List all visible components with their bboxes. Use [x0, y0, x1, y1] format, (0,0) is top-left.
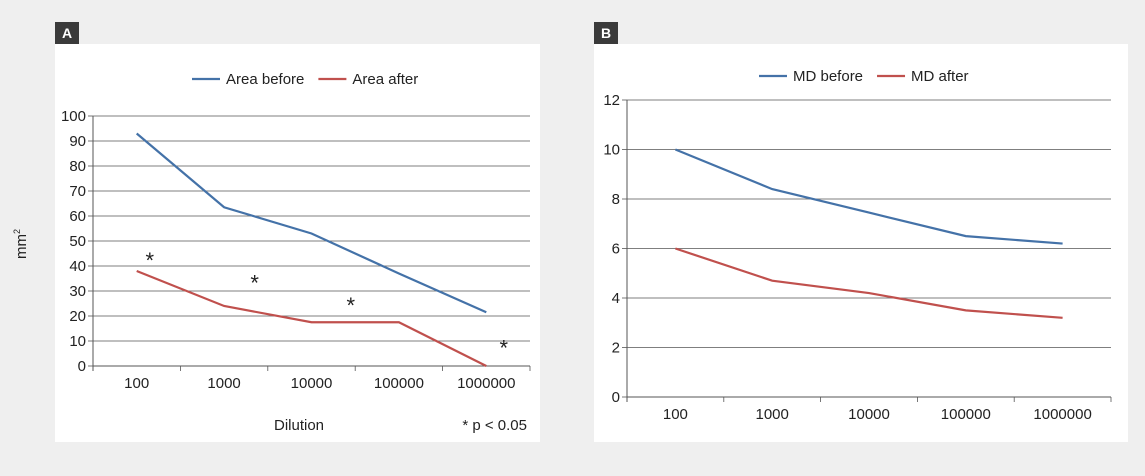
chart-b-y-tick-label: 2 [612, 340, 620, 357]
chart-b-series-line-1 [675, 247, 1063, 319]
chart-b-y-tick-label: 4 [612, 290, 620, 307]
chart-a-series-line-0 [135, 132, 487, 314]
chart-b-x-tick-label: 1000000 [1033, 406, 1091, 423]
chart-a-x-tick-label: 1000000 [457, 375, 515, 392]
chart-b: 0 2 4 6 8 10 12 100 1000 10000 100000 1000000 MD bef… [594, 44, 1128, 442]
chart-b-series-line-0 [674, 148, 1063, 245]
chart-a-series-line-1 [136, 269, 487, 367]
chart-a-significance-marker: * [250, 271, 259, 296]
chart-a-x-axis-label: Dilution [274, 417, 324, 434]
chart-a-x-tick-label: 100000 [374, 375, 424, 392]
chart-a-legend-label-0: Area before [226, 71, 304, 88]
chart-a-y-tick-label: 90 [69, 133, 86, 150]
chart-b-y-tick-label: 10 [603, 142, 620, 159]
chart-b-x-tick-label: 1000 [756, 406, 789, 423]
chart-a-x-tick-label: 10000 [291, 375, 333, 392]
chart-a-y-tick-label: 0 [78, 358, 86, 375]
chart-a-y-tick-label: 60 [69, 208, 86, 225]
chart-b-y-tick-label: 6 [612, 241, 620, 258]
panel-label-a: A [55, 22, 79, 44]
chart-a-legend-label-1: Area after [352, 71, 418, 88]
chart-a: 0 10 20 30 40 50 60 70 80 90 100 100 1000 10000 100000… [55, 44, 540, 442]
y-axis-label-superscript: 2 [12, 229, 22, 235]
chart-a-y-tick-label: 50 [69, 233, 86, 250]
chart-b-x-tick-label: 10000 [848, 406, 890, 423]
chart-b-x-tick-label: 100 [663, 406, 688, 423]
chart-a-y-tick-label: 10 [69, 333, 86, 350]
chart-b-legend-label-1: MD after [911, 68, 969, 85]
chart-b-y-tick-label: 8 [612, 191, 620, 208]
chart-a-y-tick-label: 100 [61, 108, 86, 125]
chart-b-svg: 0 2 4 6 8 10 12 100 1000 10000 100000 1000000 MD bef… [603, 68, 1112, 423]
chart-a-y-tick-label: 80 [69, 158, 86, 175]
chart-a-significance-note: * p < 0.05 [462, 417, 527, 434]
chart-b-x-tick-label: 100000 [941, 406, 991, 423]
chart-a-y-tick-label: 30 [69, 283, 86, 300]
chart-b-legend-label-0: MD before [793, 68, 863, 85]
chart-a-significance-marker: * [347, 293, 356, 318]
chart-b-y-tick-label: 12 [603, 92, 620, 109]
chart-a-y-tick-label: 40 [69, 258, 86, 275]
chart-a-svg: 0 10 20 30 40 50 60 70 80 90 100 100 1000 10000 100000… [61, 71, 531, 434]
panel-label-b: B [594, 22, 618, 44]
y-axis-label-base: mm [13, 234, 30, 260]
y-axis-label: mm2 [12, 219, 30, 269]
chart-a-x-tick-label: 100 [124, 375, 149, 392]
chart-a-y-tick-label: 20 [69, 308, 86, 325]
chart-a-significance-marker: * [499, 336, 508, 361]
chart-a-x-tick-label: 1000 [207, 375, 240, 392]
chart-a-significance-marker: * [146, 248, 155, 273]
chart-b-y-tick-label: 0 [612, 389, 620, 406]
chart-a-y-tick-label: 70 [69, 183, 86, 200]
